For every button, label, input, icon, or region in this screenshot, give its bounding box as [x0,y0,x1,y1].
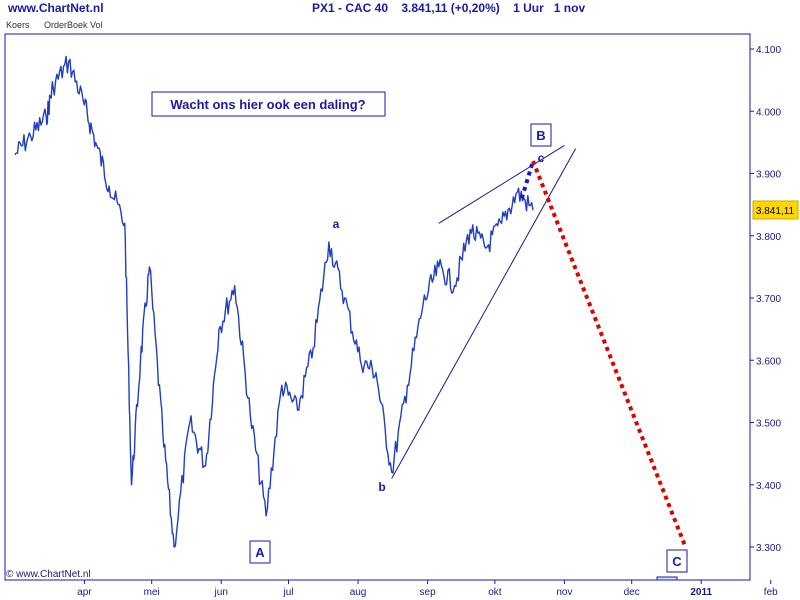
brand-link[interactable]: www.ChartNet.nl [8,1,104,15]
wave-B-label-box [530,123,552,147]
x-tick-label: feb [764,587,778,598]
last-price-label: 3.841,11 [756,206,795,217]
tab-koers[interactable]: Koers [6,20,30,30]
y-tick-label: 3.300 [756,543,781,554]
forecast-line [519,160,535,199]
x-tick-label: jun [214,587,228,598]
forecast-line [531,160,688,548]
annotation-text: Wacht ons hier ook een daling? [170,97,365,112]
chart-title: PX1 - CAC 40 3.841,11 (+0,20%) 1 Uur 1 n… [312,1,586,15]
last-price-badge [752,200,799,220]
wave-a-label: a [333,217,340,231]
plot-frame [4,33,751,581]
wave-b-label: b [378,480,385,494]
x-tick-label: apr [77,587,92,598]
copyright-text: © www.ChartNet.nl [6,569,91,580]
scroll-marker [656,576,678,581]
wave-c-label: c [538,151,545,165]
annotation-box [151,91,386,117]
y-tick-label: 4.100 [756,45,781,56]
y-tick-label: 3.600 [756,356,781,367]
y-tick-label: 4.000 [756,107,781,118]
y-tick-label: 3.800 [756,232,781,243]
wave-B-label: B [536,128,545,143]
chart-header: www.ChartNet.nl PX1 - CAC 40 3.841,11 (+… [0,0,800,18]
price-line [14,55,534,548]
tab-orderboek[interactable]: OrderBoek Vol [44,20,103,30]
trend-line [438,145,565,224]
wave-C-label: C [672,554,682,569]
y-tick-label: 3.400 [756,481,781,492]
trend-line [391,148,577,479]
x-tick-label: okt [488,587,502,598]
x-tick-label: dec [624,587,640,598]
x-tick-label: jul [283,587,294,598]
y-tick-label: 3.700 [756,294,781,305]
wave-A-label: A [255,545,265,560]
x-tick-label: nov [556,587,572,598]
x-tick-label: aug [350,587,367,598]
y-tick-label: 3.500 [756,419,781,430]
y-tick-label: 3.900 [756,170,781,181]
x-tick-label: sep [420,587,437,598]
view-tabs: Koers OrderBoek Vol [6,20,115,30]
x-tick-label: mei [144,587,160,598]
x-tick-label: 2011 [690,587,712,598]
wave-C-label-box [666,549,688,573]
wave-A-label-box [249,540,271,564]
